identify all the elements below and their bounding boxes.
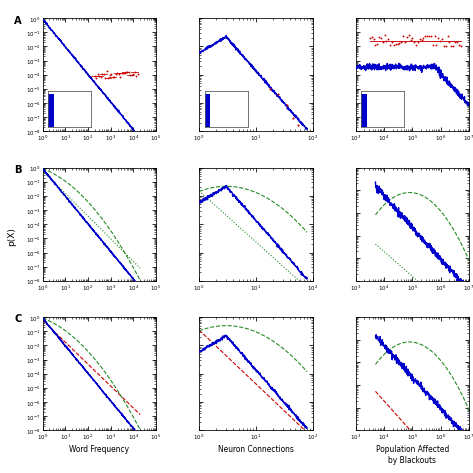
Point [395,40,403,47]
Point [439,43,447,50]
Point [386,42,394,50]
Point [419,35,427,42]
Point [391,41,399,49]
Point [441,43,449,50]
Point [112,71,119,79]
Point [401,39,408,46]
Point [369,35,377,43]
Point [98,71,106,79]
Point [406,37,414,45]
Point [367,35,375,42]
Point [114,71,122,79]
Point [371,42,378,49]
Point [366,35,373,42]
Point [387,39,395,46]
Point [123,69,131,77]
Point [119,70,127,77]
Point [373,41,380,49]
Point [384,36,392,44]
Point [294,121,301,129]
Text: p(X): p(X) [7,227,16,246]
Point [382,37,390,45]
Point [438,36,445,44]
Point [408,35,415,43]
Point [380,32,388,40]
Point [94,71,101,79]
Point [448,43,456,50]
Point [107,70,115,78]
Point [375,35,382,42]
Point [423,33,430,41]
Point [428,42,436,50]
Point [132,72,140,80]
Point [452,39,460,46]
Point [92,74,100,82]
Point [134,71,141,79]
Point [421,33,429,40]
Point [100,71,107,79]
Point [413,39,421,46]
Point [430,33,438,40]
Point [131,69,139,76]
X-axis label: Population Affected
by Blackouts: Population Affected by Blackouts [375,445,448,464]
Point [113,70,121,77]
Point [109,74,116,81]
Point [434,35,441,43]
Point [404,32,412,40]
Point [298,130,305,137]
Point [427,33,434,41]
Point [130,71,137,79]
Point [103,68,110,76]
X-axis label: Word Frequency: Word Frequency [69,445,129,454]
Point [110,73,118,81]
Text: B: B [14,165,22,175]
Point [393,41,401,49]
Point [104,74,112,82]
Point [445,39,453,47]
Point [436,38,443,45]
Point [410,39,417,47]
Point [377,35,384,43]
Point [105,72,113,80]
Point [397,39,404,46]
Point [378,39,386,47]
Point [425,33,432,40]
Point [403,34,410,41]
Point [118,70,125,77]
Point [399,33,406,41]
Point [96,73,103,80]
Point [91,73,98,80]
Point [97,74,105,81]
Point [121,70,128,78]
Point [274,91,282,99]
Point [443,33,451,40]
Point [101,75,109,82]
Point [116,74,123,81]
Text: A: A [14,16,22,26]
Point [447,44,455,51]
X-axis label: Neuron Connections: Neuron Connections [218,445,293,454]
Point [454,42,462,50]
Point [415,36,423,44]
Point [432,42,439,49]
Point [389,42,397,49]
Point [126,72,134,79]
Point [412,42,419,50]
Point [128,72,136,79]
Point [266,86,274,93]
Point [456,43,464,51]
Point [417,37,425,45]
Point [282,102,290,110]
Point [122,69,130,76]
Point [450,39,458,46]
Point [125,69,132,76]
Point [289,114,296,122]
Text: C: C [14,314,22,324]
